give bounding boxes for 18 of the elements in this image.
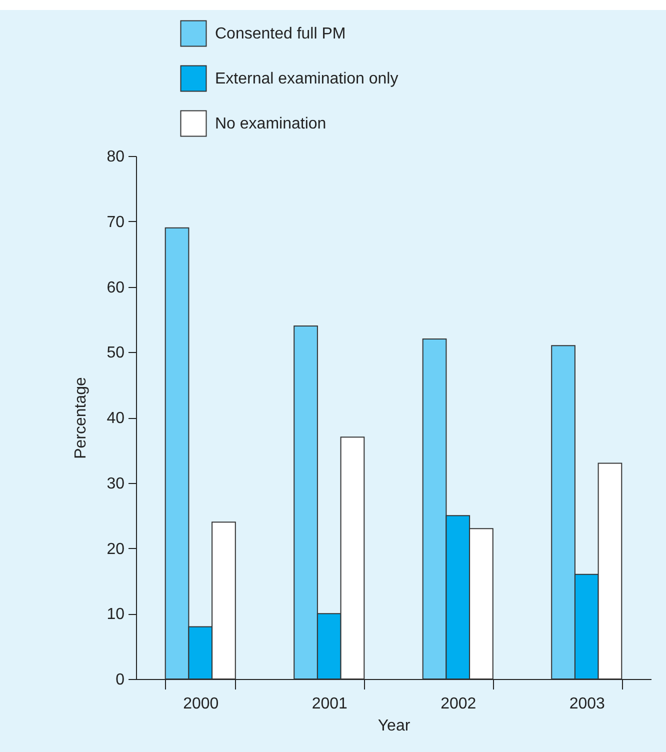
- x-tick-label: 2001: [312, 696, 348, 712]
- y-tick-label: 50: [106, 344, 125, 362]
- y-tick-label: 10: [106, 606, 125, 624]
- y-axis-title: Percentage: [72, 376, 90, 459]
- y-tick-label: 60: [106, 279, 125, 296]
- x-tick-label: 2002: [440, 696, 476, 712]
- x-tick-label: 2000: [183, 696, 219, 712]
- legend-label: No examination: [215, 116, 326, 132]
- x-tick-label: 2003: [569, 696, 606, 712]
- x-axis-title: Year: [378, 718, 411, 734]
- y-tick-label: 20: [106, 540, 125, 558]
- y-tick-label: 0: [116, 672, 125, 688]
- legend-label: External examination only: [215, 70, 398, 88]
- y-tick-label: 40: [106, 410, 125, 427]
- y-tick-label: 80: [106, 148, 125, 166]
- legend-label: Consented full PM: [215, 26, 346, 42]
- y-tick-label: 70: [106, 214, 125, 231]
- y-tick-label: 30: [106, 475, 125, 492]
